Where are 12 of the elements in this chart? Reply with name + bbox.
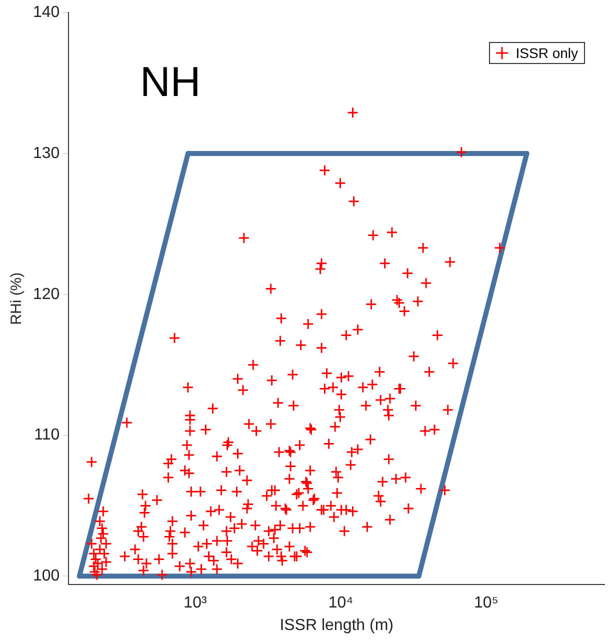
y-tick-label: 100 [32,568,60,585]
y-axis-title: RHi (%) [8,272,26,325]
y-tick-label: 140 [32,4,60,22]
y-tick-label: 130 [32,144,60,162]
annotation: NH [140,58,201,106]
x-tick-label: 10⁵ [474,594,498,612]
y-tick-label: 110 [34,426,60,444]
legend-label: ISSR only [516,45,578,61]
x-tick-label: 10³ [184,594,208,612]
x-axis-title: ISSR length (m) [280,616,394,634]
y-tick-label: 120 [32,286,60,303]
x-tick-label: 10⁴ [328,594,354,612]
